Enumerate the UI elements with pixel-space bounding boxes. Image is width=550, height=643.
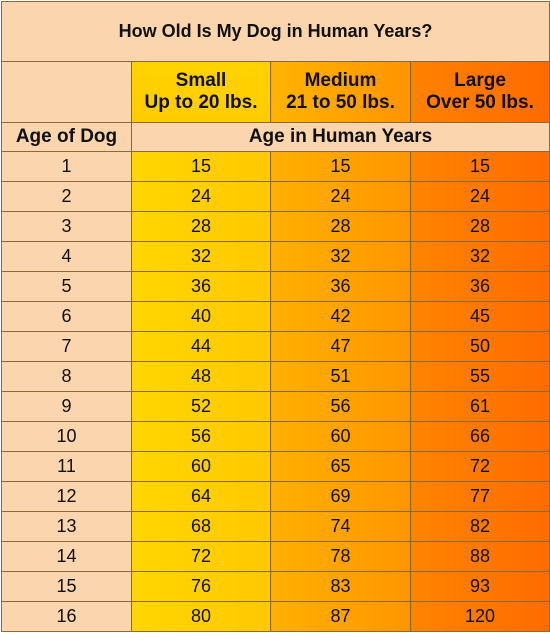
- large-value-cell: 77: [409, 481, 550, 512]
- header-blank-cell: [1, 61, 132, 123]
- small-value-cell: 52: [131, 391, 271, 422]
- medium-value-cell: 78: [270, 541, 411, 572]
- dog-age-cell: 5: [1, 271, 132, 302]
- column-range: Over 50 lbs.: [426, 92, 534, 113]
- medium-value-cell: 60: [270, 421, 411, 452]
- large-value-cell: 61: [409, 391, 550, 422]
- dog-age-cell: 12: [1, 481, 132, 512]
- table-row: 11 60 65 72: [1, 451, 550, 482]
- column-name: Medium: [304, 70, 377, 91]
- large-value-cell: 66: [409, 421, 550, 452]
- table-row: 4 32 32 32: [1, 241, 550, 272]
- large-value-cell: 45: [409, 301, 550, 332]
- medium-value-cell: 15: [270, 151, 411, 182]
- column-name: Large: [454, 70, 506, 91]
- table-row: 12 64 69 77: [1, 481, 550, 512]
- column-header-small: Small Up to 20 lbs.: [131, 61, 271, 123]
- table-row: 10 56 60 66: [1, 421, 550, 452]
- large-value-cell: 50: [409, 331, 550, 362]
- small-value-cell: 72: [131, 541, 271, 572]
- small-value-cell: 80: [131, 601, 271, 632]
- small-value-cell: 28: [131, 211, 271, 242]
- table-row: 8 48 51 55: [1, 361, 550, 392]
- large-value-cell: 88: [409, 541, 550, 572]
- dog-age-cell: 6: [1, 301, 132, 332]
- table-row: 2 24 24 24: [1, 181, 550, 212]
- dog-age-cell: 3: [1, 211, 132, 242]
- medium-value-cell: 47: [270, 331, 411, 362]
- table-row: 15 76 83 93: [1, 571, 550, 602]
- dog-age-cell: 1: [1, 151, 132, 182]
- medium-value-cell: 32: [270, 241, 411, 272]
- dog-age-cell: 7: [1, 331, 132, 362]
- small-value-cell: 36: [131, 271, 271, 302]
- medium-value-cell: 51: [270, 361, 411, 392]
- large-value-cell: 15: [409, 151, 550, 182]
- dog-age-cell: 8: [1, 361, 132, 392]
- table-row: 7 44 47 50: [1, 331, 550, 362]
- age-in-human-years-header: Age in Human Years: [130, 122, 550, 152]
- column-header-large: Large Over 50 lbs.: [409, 61, 550, 123]
- medium-value-cell: 87: [270, 601, 411, 632]
- medium-value-cell: 83: [270, 571, 411, 602]
- table-row: 13 68 74 82: [1, 511, 550, 542]
- small-value-cell: 60: [131, 451, 271, 482]
- medium-value-cell: 36: [270, 271, 411, 302]
- table-row: 9 52 56 61: [1, 391, 550, 422]
- table-row: 3 28 28 28: [1, 211, 550, 242]
- dog-age-cell: 16: [1, 601, 132, 632]
- dog-age-cell: 9: [1, 391, 132, 422]
- large-value-cell: 82: [409, 511, 550, 542]
- column-name: Small: [175, 70, 227, 91]
- age-of-dog-header: Age of Dog: [1, 122, 132, 152]
- small-value-cell: 40: [131, 301, 271, 332]
- medium-value-cell: 28: [270, 211, 411, 242]
- medium-value-cell: 56: [270, 391, 411, 422]
- medium-value-cell: 74: [270, 511, 411, 542]
- dog-age-cell: 13: [1, 511, 132, 542]
- medium-value-cell: 65: [270, 451, 411, 482]
- column-range: Up to 20 lbs.: [144, 92, 258, 113]
- small-value-cell: 15: [131, 151, 271, 182]
- large-value-cell: 120: [409, 601, 550, 632]
- small-value-cell: 48: [131, 361, 271, 392]
- small-value-cell: 68: [131, 511, 271, 542]
- table-row: 5 36 36 36: [1, 271, 550, 302]
- dog-age-cell: 4: [1, 241, 132, 272]
- dog-age-cell: 14: [1, 541, 132, 572]
- large-value-cell: 36: [409, 271, 550, 302]
- small-value-cell: 24: [131, 181, 271, 212]
- dog-age-cell: 15: [1, 571, 132, 602]
- medium-value-cell: 42: [270, 301, 411, 332]
- dog-age-cell: 2: [1, 181, 132, 212]
- small-value-cell: 56: [131, 421, 271, 452]
- large-value-cell: 93: [409, 571, 550, 602]
- table-row: 14 72 78 88: [1, 541, 550, 572]
- small-value-cell: 76: [131, 571, 271, 602]
- small-value-cell: 64: [131, 481, 271, 512]
- column-header-medium: Medium 21 to 50 lbs.: [270, 61, 411, 123]
- small-value-cell: 44: [131, 331, 271, 362]
- table-title: How Old Is My Dog in Human Years?: [0, 1, 550, 62]
- large-value-cell: 55: [409, 361, 550, 392]
- table-row: 16 80 87 120: [1, 601, 550, 632]
- dog-age-cell: 11: [1, 451, 132, 482]
- table-row: 1 15 15 15: [1, 151, 550, 182]
- large-value-cell: 32: [409, 241, 550, 272]
- small-value-cell: 32: [131, 241, 271, 272]
- large-value-cell: 24: [409, 181, 550, 212]
- dog-age-cell: 10: [1, 421, 132, 452]
- large-value-cell: 28: [409, 211, 550, 242]
- large-value-cell: 72: [409, 451, 550, 482]
- medium-value-cell: 24: [270, 181, 411, 212]
- medium-value-cell: 69: [270, 481, 411, 512]
- table-row: 6 40 42 45: [1, 301, 550, 332]
- column-range: 21 to 50 lbs.: [286, 92, 395, 113]
